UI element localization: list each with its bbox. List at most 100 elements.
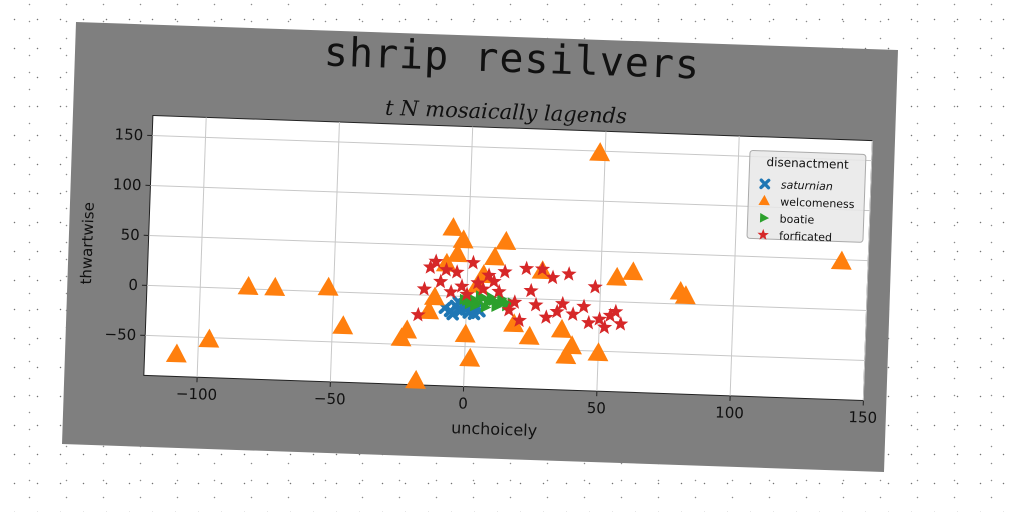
legend-label-forficated: forficated bbox=[779, 229, 832, 244]
x-tick-label: −50 bbox=[314, 389, 346, 408]
x-tick-label: 150 bbox=[848, 408, 877, 427]
x-tick-label: 0 bbox=[458, 394, 468, 412]
forficated-point bbox=[475, 281, 491, 296]
welcomeness-point bbox=[622, 261, 644, 281]
forficated-point bbox=[481, 267, 497, 282]
welcomeness-point bbox=[424, 286, 445, 306]
forficated-point bbox=[486, 273, 502, 289]
forficated-point bbox=[438, 261, 455, 277]
welcomeness-point bbox=[452, 229, 474, 249]
welcomeness-point bbox=[165, 343, 187, 363]
boatie-point bbox=[496, 293, 508, 305]
welcomeness-point bbox=[454, 323, 476, 343]
forficated-point bbox=[491, 283, 507, 299]
forficated-point bbox=[523, 282, 539, 298]
welcomeness-point bbox=[555, 345, 577, 365]
welcomeness-point bbox=[495, 230, 517, 250]
y-tick-label: 50 bbox=[120, 225, 140, 244]
welcomeness-point bbox=[418, 300, 440, 320]
welcomeness-point bbox=[317, 276, 339, 296]
boatie-point bbox=[475, 290, 487, 302]
forficated-point bbox=[511, 312, 527, 328]
welcomeness-point bbox=[237, 275, 259, 296]
forficated-point bbox=[596, 319, 613, 335]
boatie-point bbox=[480, 301, 492, 313]
forficated-point bbox=[501, 302, 517, 317]
forficated-point bbox=[416, 281, 432, 296]
welcomeness-point bbox=[606, 266, 628, 286]
welcomeness-point bbox=[446, 243, 468, 263]
welcomeness-point bbox=[198, 328, 220, 348]
forficated-point bbox=[465, 254, 481, 270]
welcomeness-point bbox=[550, 318, 572, 338]
forficated-point bbox=[470, 274, 486, 290]
forficated-point bbox=[608, 303, 624, 319]
legend-title: disenactment bbox=[766, 155, 849, 172]
forficated-point bbox=[534, 261, 551, 276]
y-tick-label: 0 bbox=[128, 276, 138, 294]
forficated-point bbox=[581, 314, 597, 330]
legend-label-welcomeness: welcomeness bbox=[780, 195, 855, 211]
legend-label-saturnian: saturnian bbox=[781, 178, 833, 193]
legend-marker-boatie bbox=[759, 212, 770, 223]
forficated-point bbox=[576, 298, 592, 314]
welcomeness-point bbox=[484, 246, 505, 266]
legend-marker-saturnian bbox=[759, 178, 771, 190]
x-tick-label: 100 bbox=[715, 403, 744, 422]
saturnian-point bbox=[446, 307, 460, 321]
forficated-point bbox=[443, 284, 459, 299]
welcomeness-point bbox=[396, 319, 418, 339]
forficated-point bbox=[591, 311, 608, 326]
forficated-point bbox=[497, 263, 513, 279]
welcomeness-point bbox=[587, 342, 609, 362]
forficated-point bbox=[602, 307, 618, 323]
legend-marker-forficated bbox=[757, 228, 769, 240]
y-grid-line bbox=[146, 284, 867, 312]
welcomeness-point bbox=[264, 276, 286, 296]
forficated-point bbox=[433, 273, 449, 289]
series-forficated bbox=[410, 253, 629, 335]
forficated-point bbox=[555, 295, 571, 311]
forficated-point bbox=[449, 264, 465, 279]
x-axis-ticks: −100 −50 0 50 100 150 bbox=[176, 377, 877, 427]
welcomeness-point bbox=[674, 285, 696, 305]
y-tick-label: 150 bbox=[114, 125, 143, 144]
forficated-point bbox=[587, 279, 603, 294]
forficated-point bbox=[549, 303, 565, 319]
welcomeness-point bbox=[589, 142, 611, 162]
x-axis-label: unchoicely bbox=[451, 418, 538, 440]
welcomeness-point bbox=[561, 335, 582, 355]
forficated-point bbox=[422, 259, 439, 274]
boatie-point bbox=[486, 291, 498, 303]
welcomeness-point bbox=[518, 325, 540, 345]
forficated-point bbox=[561, 266, 577, 281]
forficated-point bbox=[459, 286, 475, 302]
boatie-point bbox=[459, 293, 471, 305]
boatie-point bbox=[491, 300, 503, 313]
legend-label-boatie: boatie bbox=[779, 212, 814, 226]
x-grid-line bbox=[463, 126, 474, 387]
forficated-point bbox=[565, 306, 581, 321]
y-tick-label: 100 bbox=[113, 175, 142, 194]
forficated-point bbox=[528, 297, 544, 312]
welcomeness-point bbox=[442, 217, 464, 237]
welcomeness-point bbox=[459, 347, 481, 367]
data-marks bbox=[165, 142, 852, 389]
legend-box bbox=[746, 149, 867, 243]
x-grid-line bbox=[329, 122, 340, 382]
forficated-point bbox=[518, 260, 535, 276]
x-tick-label: −100 bbox=[176, 384, 218, 403]
y-axis-ticks: −50 0 50 100 150 bbox=[104, 125, 153, 344]
legend-marker-welcomeness bbox=[758, 194, 770, 206]
forficated-point bbox=[454, 278, 470, 294]
plot-area: −100 −50 0 50 100 150 −50 0 50 100 150 unchoicely… bbox=[77, 115, 877, 440]
y-tick-label: −50 bbox=[104, 325, 136, 344]
welcomeness-point bbox=[332, 315, 354, 335]
forficated-point bbox=[410, 306, 426, 322]
x-grid-line bbox=[862, 140, 873, 401]
forficated-point bbox=[538, 309, 554, 325]
x-tick-label: 50 bbox=[586, 399, 606, 418]
